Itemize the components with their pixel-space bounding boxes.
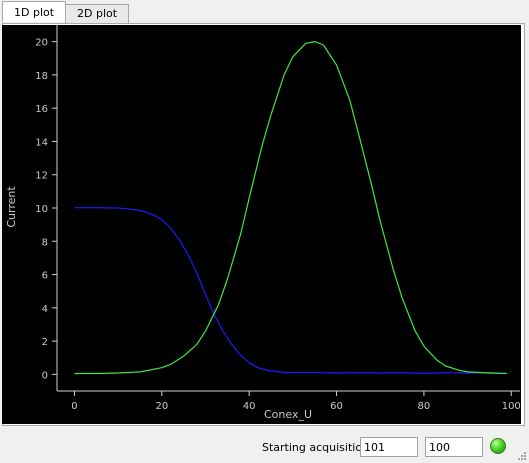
acquisition-field-2[interactable] bbox=[425, 437, 483, 457]
x-tick-label: 60 bbox=[330, 401, 343, 412]
x-axis-label: Conex_U bbox=[264, 408, 312, 421]
y-tick-label: 2 bbox=[42, 337, 48, 348]
tab-bar: 1D plot 2D plot bbox=[2, 1, 130, 23]
y-tick-label: 18 bbox=[35, 71, 48, 82]
status-label: Starting acquisition bbox=[262, 441, 370, 454]
y-tick-label: 6 bbox=[42, 271, 48, 282]
x-tick-label: 0 bbox=[71, 401, 77, 412]
series-line-2 bbox=[74, 41, 507, 375]
status-led-indicator bbox=[490, 438, 506, 454]
x-tick-label: 20 bbox=[155, 401, 168, 412]
plot-area[interactable]: 0 2 4 6 8 10 12 14 16 18 20 0 20 40 60 80 100 Conex_U Cu… bbox=[2, 25, 521, 424]
line-chart[interactable]: 0 2 4 6 8 10 12 14 16 18 20 0 20 40 60 80 100 Conex_U Cu… bbox=[2, 25, 521, 424]
y-tick-label: 14 bbox=[35, 137, 48, 148]
tab-2d-plot[interactable]: 2D plot bbox=[65, 4, 130, 23]
series-line-1 bbox=[74, 207, 507, 374]
resize-grip-icon[interactable] bbox=[517, 451, 526, 460]
y-tick-label: 16 bbox=[35, 104, 48, 115]
y-tick-label: 12 bbox=[35, 171, 48, 182]
acquisition-field-1[interactable] bbox=[360, 437, 418, 457]
x-tick-label: 80 bbox=[418, 401, 431, 412]
y-tick-label: 0 bbox=[42, 370, 48, 381]
y-tick-label: 20 bbox=[35, 38, 48, 49]
y-tick-label: 10 bbox=[35, 204, 48, 215]
x-tick-label: 100 bbox=[502, 401, 521, 412]
y-tick-label: 8 bbox=[42, 237, 48, 248]
y-axis-label: Current bbox=[5, 186, 18, 228]
x-tick-label: 40 bbox=[243, 401, 256, 412]
tab-1d-plot[interactable]: 1D plot bbox=[2, 1, 67, 22]
y-tick-label: 4 bbox=[42, 304, 48, 315]
